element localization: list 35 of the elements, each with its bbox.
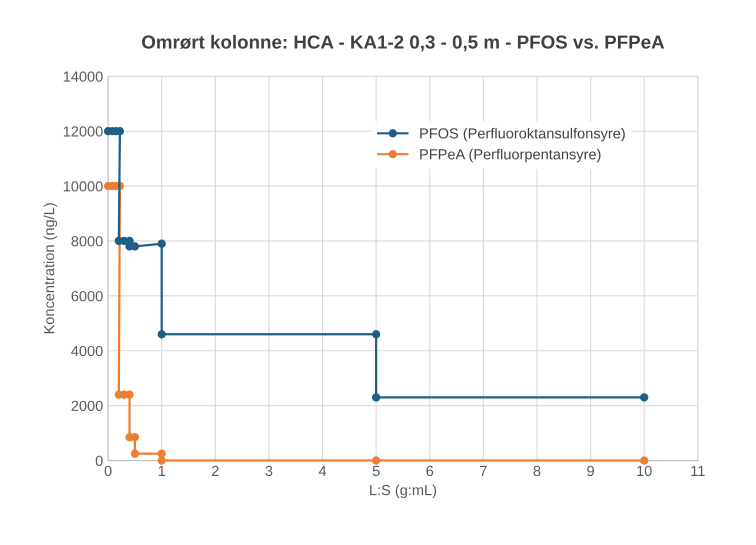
point (640, 393, 648, 402)
point (130, 449, 140, 458)
x-tick-label: 3 (265, 466, 272, 476)
x-tick-label: 1 (158, 466, 166, 476)
point (372, 330, 380, 338)
x-axis-title: L:S (g:mL) (370, 484, 436, 498)
x-tick-label: 8 (534, 466, 540, 476)
x-tick-label: 11 (691, 466, 705, 476)
y-tick-label: 0 (96, 456, 103, 466)
chart-title: Omrørt kolonne: HCA - KA1-2 0,3 - 0,5 m - PFOS vs. PFPeA (142, 34, 664, 52)
point (640, 456, 648, 465)
point (158, 240, 166, 248)
y-tick-label: 10000 (64, 181, 103, 192)
x-tick-label: 0 (104, 466, 112, 476)
point (372, 393, 380, 402)
x-tick-label: 4 (318, 466, 326, 476)
y-tick-label: 2000 (72, 400, 103, 412)
point (158, 449, 166, 458)
x-tick-label: 2 (212, 466, 219, 476)
legend-label: PFOS (Perfluoroktansulfonsyre) (420, 128, 625, 142)
point (372, 456, 380, 465)
y-tick-label: 4000 (71, 346, 103, 356)
x-tick-label: 6 (426, 466, 434, 476)
x-tick-label: 7 (480, 466, 487, 476)
y-tick-label: 8000 (71, 236, 103, 246)
y-tick-label: 12000 (64, 126, 103, 137)
point (158, 456, 166, 465)
legend-label: PFPeA (Perfluorpentansyre) (420, 148, 601, 162)
y-tick-label: 6000 (72, 290, 103, 302)
x-tick-label: 10 (637, 466, 652, 476)
point (158, 330, 166, 338)
x-tick-label: 5 (372, 466, 380, 476)
y-axis-title: Koncentration (ng/L) (44, 203, 58, 334)
x-tick-label: 9 (587, 466, 594, 476)
y-tick-label: 14000 (64, 71, 103, 82)
